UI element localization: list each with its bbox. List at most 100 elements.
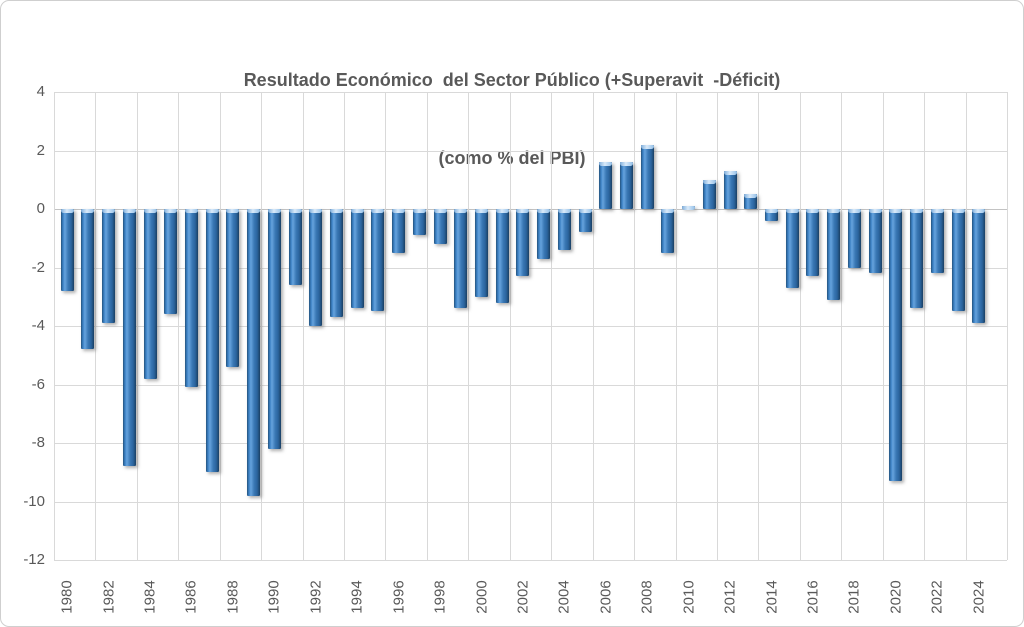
x-tick-label-1980: 1980 xyxy=(58,580,76,614)
x-tick-label-1990: 1990 xyxy=(265,580,283,614)
x-tick-label-2014: 2014 xyxy=(763,580,781,614)
bar-1986 xyxy=(184,209,198,388)
bar-2006 xyxy=(599,162,613,209)
bar-2007 xyxy=(620,162,634,209)
chart-title-block: Resultado Económico del Sector Público (… xyxy=(1,15,1023,223)
gridline-x-21 xyxy=(924,92,925,560)
bar-2011 xyxy=(702,179,716,209)
bar-2012 xyxy=(723,170,737,209)
bar-1981 xyxy=(81,209,95,350)
gridline-y--12 xyxy=(54,560,1007,561)
x-tick-label-1982: 1982 xyxy=(100,580,118,614)
chart-title: Resultado Económico del Sector Público (… xyxy=(243,70,781,90)
bar-2004 xyxy=(557,209,571,250)
gridline-x-7 xyxy=(344,92,345,560)
gridline-x-1 xyxy=(95,92,96,560)
y-tick-label-0: 0 xyxy=(36,200,45,217)
x-tick-label-2004: 2004 xyxy=(555,580,573,614)
x-tick-label-2022: 2022 xyxy=(928,580,946,614)
bar-1998 xyxy=(433,209,447,245)
gridline-x-10 xyxy=(468,92,469,560)
bar-1993 xyxy=(329,209,343,318)
x-tick-label-2006: 2006 xyxy=(597,580,615,614)
bar-2022 xyxy=(930,209,944,274)
y-tick-label--4: -4 xyxy=(31,317,45,334)
bar-2024 xyxy=(972,209,986,324)
gridline-x-11 xyxy=(510,92,511,560)
gridline-y--2 xyxy=(54,267,1007,269)
bar-2019 xyxy=(868,209,882,274)
gridline-x-8 xyxy=(385,92,386,560)
chart-subtitle: (como % del PBI) xyxy=(438,148,586,168)
bar-1994 xyxy=(350,209,364,309)
y-tick-label-4: 4 xyxy=(36,83,45,100)
gridline-y-2 xyxy=(54,150,1007,152)
gridline-x-14 xyxy=(634,92,635,560)
x-tick-label-1994: 1994 xyxy=(348,580,366,614)
gridline-x-19 xyxy=(841,92,842,560)
gridline-y-0 xyxy=(54,209,1007,210)
gridline-y--6 xyxy=(54,384,1007,386)
bar-1987 xyxy=(205,209,219,473)
gridline-y-4 xyxy=(54,92,1007,93)
bar-1989 xyxy=(247,209,261,496)
bar-1984 xyxy=(143,209,157,379)
x-tick-label-1984: 1984 xyxy=(141,580,159,614)
bar-2023 xyxy=(951,209,965,312)
gridline-y--8 xyxy=(54,443,1007,444)
bar-1983 xyxy=(122,209,136,467)
gridline-x-0 xyxy=(54,92,55,560)
bar-2016 xyxy=(806,209,820,277)
gridline-x-20 xyxy=(883,92,884,560)
bar-2021 xyxy=(910,209,924,309)
gridline-x-16 xyxy=(717,92,718,560)
gridline-x-3 xyxy=(178,92,179,560)
x-tick-label-1998: 1998 xyxy=(431,580,449,614)
y-tick-label--12: -12 xyxy=(23,551,45,568)
bar-2005 xyxy=(578,209,592,233)
x-tick-label-2016: 2016 xyxy=(804,580,822,614)
y-tick-label--10: -10 xyxy=(23,492,45,510)
gridline-x-12 xyxy=(551,92,552,560)
gridline-x-23 xyxy=(1007,92,1008,560)
bar-1996 xyxy=(392,209,406,253)
x-tick-label-2000: 2000 xyxy=(473,580,490,614)
bar-1982 xyxy=(102,209,116,324)
x-tick-label-1992: 1992 xyxy=(307,580,325,614)
bar-2020 xyxy=(889,209,903,482)
x-tick-label-1986: 1986 xyxy=(182,580,200,614)
gridline-x-18 xyxy=(800,92,801,560)
bar-2014 xyxy=(765,209,779,221)
bar-2015 xyxy=(785,209,799,288)
x-tick-label-2020: 2020 xyxy=(887,580,905,614)
bar-2000 xyxy=(475,209,488,297)
x-tick-label-2010: 2010 xyxy=(680,580,698,614)
bar-2017 xyxy=(827,209,841,300)
x-tick-label-2018: 2018 xyxy=(845,580,863,614)
bar-1997 xyxy=(412,209,426,236)
gridline-x-17 xyxy=(758,92,759,560)
gridline-y--4 xyxy=(54,326,1007,327)
x-tick-label-2024: 2024 xyxy=(970,580,988,614)
gridline-x-2 xyxy=(137,92,138,560)
gridline-x-4 xyxy=(220,92,221,560)
y-tick-label--6: -6 xyxy=(31,375,45,393)
bar-1980 xyxy=(60,209,74,291)
plot-area xyxy=(54,92,1008,561)
bar-1999 xyxy=(454,209,468,309)
bar-2003 xyxy=(537,209,551,259)
bar-1991 xyxy=(288,209,302,286)
x-tick-label-2002: 2002 xyxy=(514,580,532,614)
bar-2002 xyxy=(516,209,530,277)
gridline-x-22 xyxy=(966,92,967,560)
gridline-x-13 xyxy=(593,92,594,560)
gridline-x-9 xyxy=(427,92,428,560)
bar-2010 xyxy=(682,206,696,210)
gridline-x-15 xyxy=(676,92,677,560)
y-tick-label--8: -8 xyxy=(31,434,45,451)
x-tick-label-1988: 1988 xyxy=(224,580,242,614)
bar-2009 xyxy=(661,209,675,253)
gridline-y--10 xyxy=(54,501,1007,503)
bar-1990 xyxy=(267,209,281,449)
